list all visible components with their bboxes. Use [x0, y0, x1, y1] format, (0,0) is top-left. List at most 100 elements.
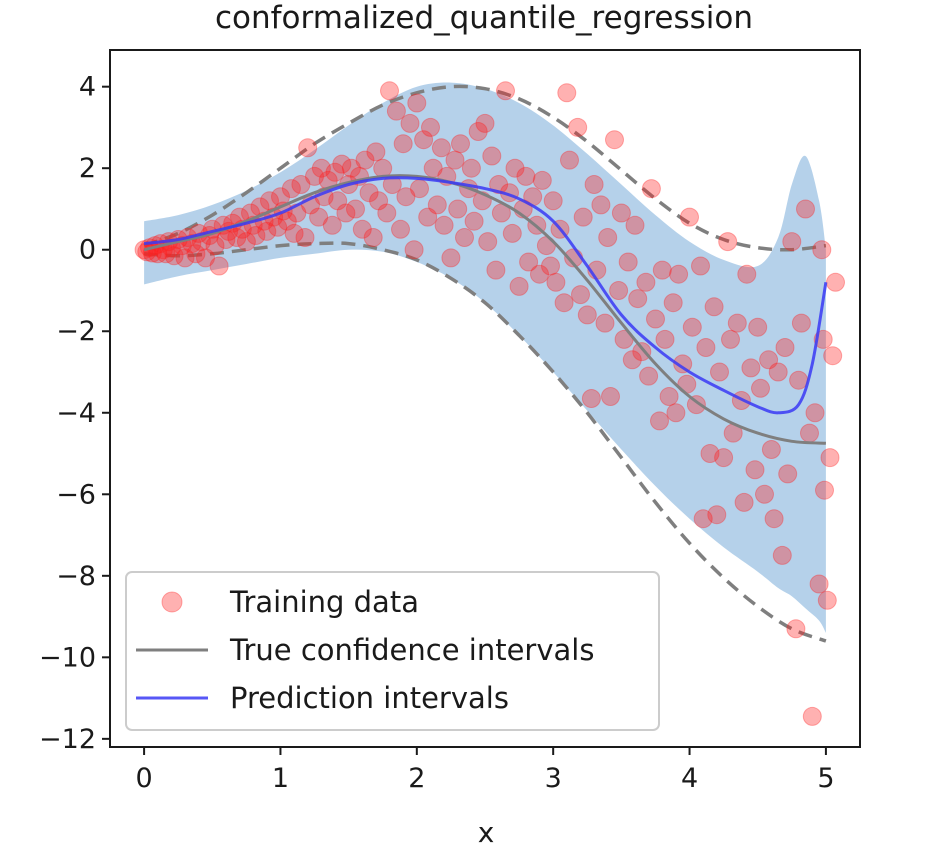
training-data-point: [543, 191, 563, 211]
training-data-point: [768, 362, 788, 382]
training-data-point: [721, 329, 740, 349]
training-data-point: [554, 293, 574, 313]
training-data-point: [809, 574, 829, 594]
training-data-point: [431, 138, 451, 158]
training-data-point: [759, 350, 779, 370]
training-data-point: [791, 313, 811, 333]
training-data-point: [546, 272, 566, 292]
legend-label: Prediction intervals: [230, 681, 509, 715]
training-data-point: [236, 232, 256, 252]
training-data-point: [669, 264, 689, 284]
training-data-point: [284, 223, 304, 243]
training-data-point: [764, 509, 784, 529]
training-data-point: [336, 203, 356, 223]
training-data-point: [707, 505, 727, 525]
training-data-point: [782, 232, 802, 252]
training-data-point: [812, 240, 832, 260]
training-data-point: [595, 313, 615, 333]
training-data-point: [164, 246, 184, 266]
training-data-point: [622, 350, 642, 370]
training-data-point: [461, 158, 481, 178]
training-data-point: [696, 338, 716, 357]
training-data-point: [427, 195, 447, 215]
training-data-point: [659, 387, 679, 406]
prediction-line: [143, 176, 828, 415]
legend-marker-training-data: [161, 591, 183, 613]
training-data-point: [557, 83, 577, 103]
y-tick-label: −6: [56, 479, 96, 510]
training-data-point: [246, 226, 266, 245]
training-data-point: [486, 260, 506, 280]
training-data-point: [741, 358, 761, 378]
training-data-point: [369, 191, 389, 211]
training-data-points: [134, 81, 845, 726]
y-tick-label: 2: [79, 153, 96, 184]
training-data-point: [434, 215, 454, 235]
training-data-point: [464, 211, 484, 231]
y-tick-label: −2: [56, 316, 96, 347]
training-data-point: [268, 217, 288, 237]
training-data-point: [817, 590, 837, 610]
training-data-point: [611, 203, 631, 223]
training-data-point: [704, 297, 724, 317]
training-data-point: [591, 195, 611, 215]
training-data-point: [341, 158, 361, 178]
training-data-point: [325, 162, 345, 182]
training-data-point: [639, 366, 659, 386]
training-data-point: [530, 264, 549, 284]
training-data-point: [482, 146, 502, 166]
training-data-point: [281, 179, 301, 199]
training-data-point: [332, 154, 352, 174]
y-tick-label: 0: [79, 235, 96, 266]
training-data-point: [386, 101, 406, 121]
plot-clipped-group: [134, 81, 845, 726]
training-data-point: [772, 545, 792, 565]
training-data-point: [598, 228, 618, 247]
training-data-point: [451, 134, 470, 154]
training-data-point: [632, 342, 652, 362]
training-data-point: [404, 240, 424, 260]
y-tick-label: −12: [39, 724, 96, 755]
x-tick-label: 1: [272, 763, 289, 794]
training-data-point: [468, 122, 488, 141]
training-data-point: [680, 207, 699, 227]
axes: 0 1 2 3 4 5 4 2 0 −2 −4 −6 −8 −10 −12: [39, 49, 861, 794]
y-tick-label: 4: [79, 72, 96, 103]
training-data-point: [359, 183, 379, 203]
training-data-point: [802, 706, 822, 726]
training-data-point: [718, 232, 738, 252]
training-data-point: [601, 387, 620, 406]
plot-area: [134, 81, 845, 726]
training-data-point: [295, 228, 315, 247]
training-data-point: [380, 81, 399, 101]
training-data-point: [775, 338, 795, 357]
training-data-point: [227, 228, 247, 247]
training-data-point: [727, 313, 747, 333]
training-data-point: [666, 403, 686, 423]
training-data-point: [805, 403, 825, 423]
chart-title: conformalized_quantile_regression: [215, 0, 753, 36]
training-data-point: [625, 215, 645, 235]
training-data-point: [584, 175, 604, 194]
x-tick-label: 2: [408, 763, 425, 794]
training-data-point: [309, 207, 329, 227]
true-interval-lower-dashed-line: [144, 241, 827, 643]
training-data-point: [516, 166, 536, 186]
x-axis-label: x: [478, 816, 495, 848]
training-data-point: [216, 230, 236, 249]
training-data-point: [502, 223, 522, 243]
training-data-point: [475, 113, 495, 133]
training-data-point: [311, 158, 331, 178]
training-data-point: [786, 619, 806, 639]
training-data-point: [652, 260, 672, 280]
training-data-point: [400, 113, 420, 133]
true-confidence-line: [143, 174, 826, 445]
training-data-point: [418, 207, 438, 227]
training-data-point: [346, 199, 365, 219]
training-data-point: [751, 378, 770, 398]
training-data-point: [755, 484, 774, 504]
x-tick-label: 3: [545, 763, 562, 794]
training-data-point: [532, 170, 552, 190]
training-data-point: [414, 130, 434, 150]
